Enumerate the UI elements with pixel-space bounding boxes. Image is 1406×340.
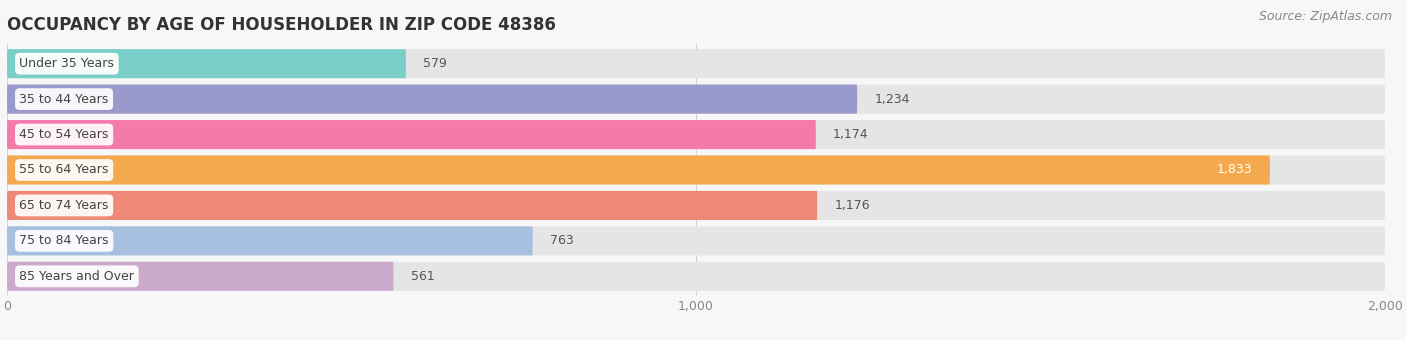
FancyBboxPatch shape xyxy=(7,85,1385,114)
Text: 763: 763 xyxy=(550,234,574,248)
FancyBboxPatch shape xyxy=(7,226,533,255)
Text: 561: 561 xyxy=(411,270,434,283)
FancyBboxPatch shape xyxy=(7,49,1385,78)
FancyBboxPatch shape xyxy=(7,191,817,220)
FancyBboxPatch shape xyxy=(7,120,1385,149)
Text: 1,174: 1,174 xyxy=(834,128,869,141)
FancyBboxPatch shape xyxy=(7,262,394,291)
Text: 579: 579 xyxy=(423,57,447,70)
Text: Source: ZipAtlas.com: Source: ZipAtlas.com xyxy=(1258,10,1392,23)
Text: 45 to 54 Years: 45 to 54 Years xyxy=(20,128,108,141)
FancyBboxPatch shape xyxy=(7,120,815,149)
Text: 75 to 84 Years: 75 to 84 Years xyxy=(20,234,108,248)
Text: 35 to 44 Years: 35 to 44 Years xyxy=(20,92,108,106)
Text: 65 to 74 Years: 65 to 74 Years xyxy=(20,199,108,212)
FancyBboxPatch shape xyxy=(7,155,1270,185)
FancyBboxPatch shape xyxy=(7,191,1385,220)
Text: 85 Years and Over: 85 Years and Over xyxy=(20,270,135,283)
Text: 1,234: 1,234 xyxy=(875,92,910,106)
Text: Under 35 Years: Under 35 Years xyxy=(20,57,114,70)
Text: 1,833: 1,833 xyxy=(1218,164,1253,176)
Text: 1,176: 1,176 xyxy=(834,199,870,212)
Text: OCCUPANCY BY AGE OF HOUSEHOLDER IN ZIP CODE 48386: OCCUPANCY BY AGE OF HOUSEHOLDER IN ZIP C… xyxy=(7,16,555,34)
FancyBboxPatch shape xyxy=(7,262,1385,291)
FancyBboxPatch shape xyxy=(7,49,406,78)
Text: 55 to 64 Years: 55 to 64 Years xyxy=(20,164,108,176)
FancyBboxPatch shape xyxy=(7,85,858,114)
FancyBboxPatch shape xyxy=(7,155,1385,185)
FancyBboxPatch shape xyxy=(7,226,1385,255)
